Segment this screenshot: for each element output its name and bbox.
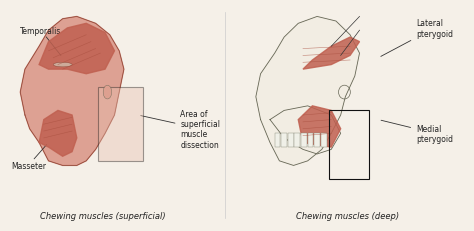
Polygon shape: [298, 106, 341, 147]
Text: Masseter: Masseter: [11, 145, 46, 170]
Bar: [275, 134, 280, 147]
Bar: [288, 134, 293, 147]
Ellipse shape: [53, 63, 72, 68]
Text: Chewing muscles (superficial): Chewing muscles (superficial): [40, 212, 165, 220]
Bar: [294, 134, 300, 147]
Bar: [308, 134, 313, 147]
Bar: [329, 111, 369, 179]
Text: Chewing muscles (deep): Chewing muscles (deep): [296, 212, 399, 220]
Ellipse shape: [103, 86, 112, 100]
Text: Area of
superficial
muscle
dissection: Area of superficial muscle dissection: [141, 109, 220, 149]
Polygon shape: [20, 17, 124, 166]
Polygon shape: [39, 111, 77, 157]
Bar: [281, 134, 287, 147]
Text: Lateral
pterygoid: Lateral pterygoid: [381, 19, 453, 57]
Text: Temporalis: Temporalis: [20, 27, 62, 56]
Polygon shape: [39, 24, 115, 74]
Bar: [301, 134, 307, 147]
Polygon shape: [303, 38, 359, 70]
Text: Medial
pterygoid: Medial pterygoid: [381, 121, 453, 143]
Bar: [321, 134, 327, 147]
Polygon shape: [256, 17, 359, 166]
Bar: [314, 134, 320, 147]
Bar: [98, 88, 143, 161]
